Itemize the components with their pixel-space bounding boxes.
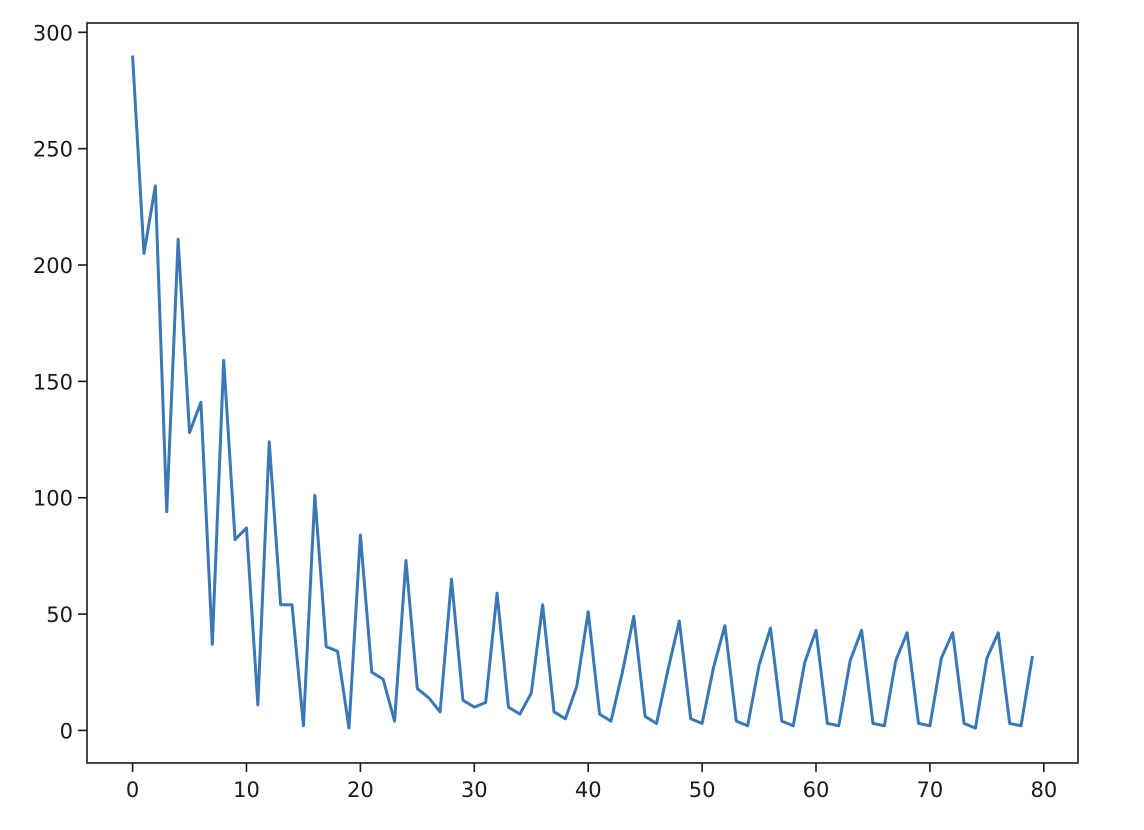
y-tick-label: 50 bbox=[46, 603, 73, 627]
x-tick-label: 30 bbox=[461, 778, 488, 802]
series-line bbox=[131, 55, 1034, 730]
y-axis: 0 50 100 150 200 250 300 bbox=[33, 21, 87, 743]
x-tick-label: 0 bbox=[126, 778, 139, 802]
y-tick-label: 300 bbox=[33, 21, 73, 45]
y-tick-label: 100 bbox=[33, 487, 73, 511]
x-axis: 0 10 20 30 40 50 60 70 80 bbox=[126, 763, 1057, 802]
y-tick-label: 0 bbox=[60, 719, 73, 743]
x-tick-label: 40 bbox=[575, 778, 602, 802]
plot-area: 0 10 20 30 40 50 60 70 80 0 50 100 150 200 250 300 bbox=[33, 21, 1079, 802]
x-tick-label: 10 bbox=[233, 778, 260, 802]
x-tick-label: 60 bbox=[803, 778, 830, 802]
plot-frame bbox=[86, 22, 1079, 764]
y-tick-label: 200 bbox=[33, 254, 73, 278]
x-tick-label: 50 bbox=[689, 778, 716, 802]
y-tick-label: 150 bbox=[33, 370, 73, 394]
x-tick-label: 80 bbox=[1030, 778, 1057, 802]
x-tick-label: 20 bbox=[347, 778, 374, 802]
y-tick-label: 250 bbox=[33, 138, 73, 162]
x-tick-label: 70 bbox=[917, 778, 944, 802]
